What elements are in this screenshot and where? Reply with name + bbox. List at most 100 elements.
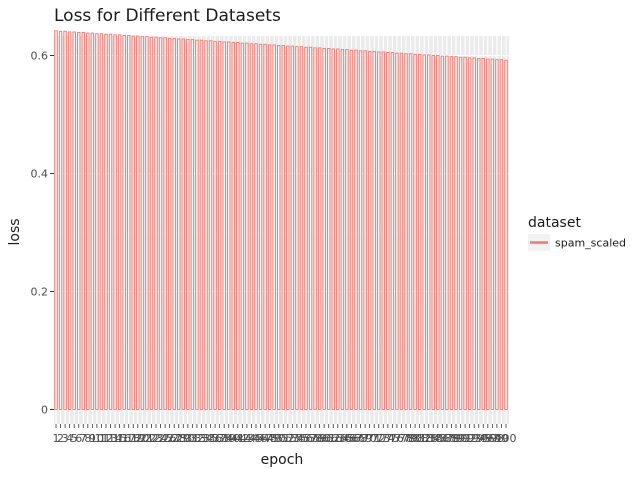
bar	[181, 38, 185, 410]
bar	[304, 46, 308, 410]
bar	[177, 38, 181, 410]
bar	[413, 53, 417, 410]
x-tick-label: 36	[208, 432, 222, 445]
bar	[131, 35, 135, 410]
bar	[145, 36, 149, 410]
bar	[72, 31, 76, 410]
bar	[458, 56, 463, 410]
bar	[290, 45, 295, 410]
bar	[63, 30, 67, 410]
y-axis: 0 0.2 0.4 0.6	[31, 50, 54, 417]
x-tick-label: 46	[254, 432, 268, 445]
bar	[386, 52, 390, 410]
x-tick-label: 88	[444, 432, 458, 445]
x-tick-label: 7	[80, 432, 87, 445]
bar	[322, 47, 326, 410]
x-tick-label: 4	[66, 432, 73, 445]
x-tick-label: 56	[299, 432, 313, 445]
bar	[363, 50, 367, 410]
x-tick-label: 15	[113, 432, 127, 445]
x-axis-title: epoch	[261, 452, 304, 468]
x-tick-label: 54	[290, 432, 304, 445]
chart-title: Loss for Different Datasets	[54, 6, 281, 26]
x-tick-label: 42	[235, 432, 249, 445]
y-tick-label: 0.4	[31, 168, 49, 181]
x-tick-label: 89	[449, 432, 463, 445]
bar	[499, 59, 504, 410]
x-tick-label: 83	[422, 432, 436, 445]
bar	[258, 43, 263, 410]
bar	[163, 37, 167, 410]
y-tick-label: 0	[41, 404, 48, 417]
x-tick-label: 20	[135, 432, 149, 445]
bar	[272, 44, 276, 410]
x-tick-label: 8	[84, 432, 91, 445]
x-tick-label: 11	[94, 432, 108, 445]
bar	[327, 47, 331, 410]
x-tick-label: 12	[99, 432, 113, 445]
bar	[349, 49, 354, 410]
x-tick-label: 84	[426, 432, 440, 445]
bar	[336, 48, 340, 410]
bar	[95, 33, 99, 410]
x-tick-label: 49	[267, 432, 281, 445]
x-tick-label: 67	[349, 432, 363, 445]
bar	[195, 39, 199, 410]
x-tick-label: 64	[335, 432, 349, 445]
x-tick-label: 41	[231, 432, 245, 445]
bar	[481, 58, 485, 410]
x-tick-label: 92	[463, 432, 477, 445]
bar	[436, 55, 440, 410]
bar	[472, 57, 476, 410]
bar	[377, 51, 381, 410]
x-tick-label: 34	[199, 432, 213, 445]
bar	[77, 32, 81, 410]
x-tick-label: 61	[322, 432, 336, 445]
bar	[358, 50, 363, 410]
bar	[149, 36, 154, 410]
x-tick-label: 51	[276, 432, 290, 445]
bar	[208, 40, 213, 410]
x-tick-label: 19	[131, 432, 145, 445]
x-tick-label: 77	[394, 432, 408, 445]
x-tick-label: 53	[285, 432, 299, 445]
bar	[399, 52, 404, 410]
x-tick-label: 66	[344, 432, 358, 445]
bar	[236, 42, 240, 410]
bar	[108, 33, 113, 410]
x-tick-label: 45	[249, 432, 263, 445]
bar	[367, 50, 372, 410]
x-tick-label: 71	[367, 432, 381, 445]
x-tick-label: 98	[490, 432, 504, 445]
x-tick-label: 52	[281, 432, 295, 445]
bar	[345, 49, 349, 410]
bar	[417, 53, 422, 410]
x-tick-label: 14	[108, 432, 122, 445]
x-tick-label: 90	[454, 432, 468, 445]
x-tick-label: 80	[408, 432, 422, 445]
x-tick-label: 30	[181, 432, 195, 445]
x-tick-label: 91	[458, 432, 472, 445]
x-tick-label: 33	[194, 432, 208, 445]
bar	[172, 37, 176, 410]
x-tick-label: 23	[149, 432, 163, 445]
bar	[227, 41, 231, 410]
x-tick-label: 82	[417, 432, 431, 445]
legend-title: dataset	[528, 215, 581, 231]
x-tick-label: 99	[494, 432, 508, 445]
bars	[54, 30, 508, 410]
bar	[167, 37, 172, 410]
bar	[467, 57, 472, 410]
x-tick-label: 57	[304, 432, 318, 445]
bar	[440, 55, 445, 410]
x-tick-label: 21	[140, 432, 154, 445]
x-tick-label: 40	[226, 432, 240, 445]
bar	[267, 44, 272, 410]
bar	[99, 33, 104, 410]
bar	[67, 31, 72, 410]
x-tick-label: 43	[240, 432, 254, 445]
x-tick-label: 13	[104, 432, 118, 445]
bar	[58, 30, 63, 410]
x-tick-label: 100	[496, 432, 517, 445]
